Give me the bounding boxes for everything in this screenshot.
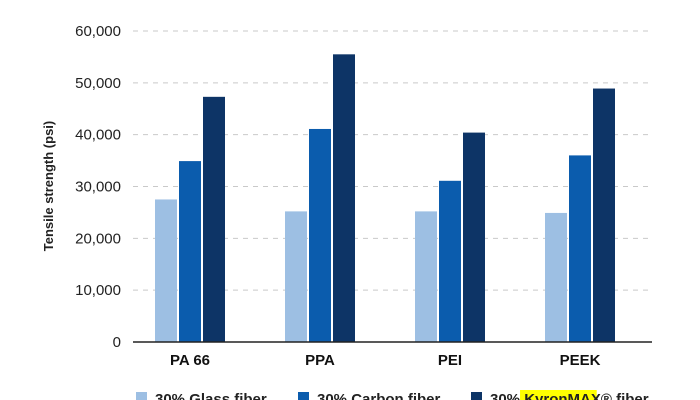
bars — [155, 54, 615, 342]
legend-swatch — [298, 392, 309, 400]
y-tick-label: 30,000 — [75, 179, 121, 196]
bar-pa-66-series-1 — [155, 199, 177, 342]
legend-swatch — [471, 392, 482, 400]
legend-label: 30% Carbon fiber — [317, 391, 441, 400]
y-axis-ticks: 0 10,000 20,000 30,000 40,000 50,000 60,000 — [75, 23, 121, 351]
bar-ppa-series-3 — [333, 54, 355, 342]
bar-pa-66-series-2 — [179, 161, 201, 342]
x-axis-categories: PA 66 PPA PEI PEEK — [170, 352, 601, 369]
legend: 30% Glass fiber 30% Carbon fiber 30% Kyron… — [136, 390, 649, 400]
x-category-label: PEEK — [560, 352, 601, 369]
x-category-label: PEI — [438, 352, 462, 369]
bar-peek-series-1 — [545, 212, 567, 342]
bar-ppa-series-2 — [309, 128, 331, 342]
y-tick-label: 50,000 — [75, 75, 121, 92]
x-category-label: PA 66 — [170, 352, 210, 369]
legend-swatch — [136, 392, 147, 400]
bar-peek-series-2 — [569, 155, 591, 342]
legend-label-brand: KyronMAX — [524, 391, 601, 400]
legend-label: 30% KyronMAX® fiber — [490, 391, 649, 400]
bar-pei-series-2 — [439, 180, 461, 342]
y-tick-label: 0 — [113, 334, 121, 351]
legend-label-prefix: 30% — [490, 391, 524, 400]
y-tick-label: 40,000 — [75, 127, 121, 144]
x-category-label: PPA — [305, 352, 335, 369]
bar-pa-66-series-3 — [203, 96, 225, 342]
legend-label: 30% Glass fiber — [155, 391, 267, 400]
legend-highlight — [520, 390, 597, 400]
y-tick-label: 60,000 — [75, 23, 121, 40]
y-tick-label: 20,000 — [75, 230, 121, 247]
y-axis-label: Tensile strength (psi) — [41, 121, 56, 252]
bar-peek-series-3 — [593, 88, 615, 342]
bar-ppa-series-1 — [285, 211, 307, 342]
legend-label-suffix: ® fiber — [601, 391, 649, 400]
y-tick-label: 10,000 — [75, 282, 121, 299]
bar-pei-series-1 — [415, 211, 437, 342]
bar-pei-series-3 — [463, 132, 485, 342]
